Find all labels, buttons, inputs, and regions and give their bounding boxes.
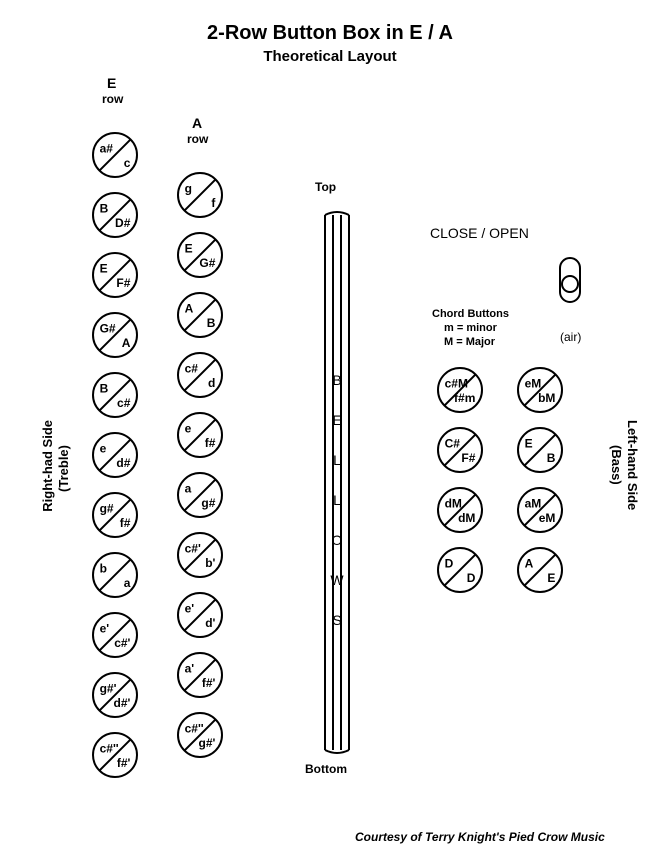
svg-text:g: g — [185, 181, 192, 195]
svg-text:dM: dM — [458, 511, 475, 525]
e-row-button-6: g# f# — [93, 493, 137, 537]
bellows-letter-3: L — [333, 492, 341, 508]
a-row-button-1: E G# — [178, 233, 222, 277]
bellows-letter-0: B — [332, 372, 341, 388]
svg-text:c#': c#' — [114, 636, 130, 650]
a-row-button-7: e' d' — [178, 593, 222, 637]
page: 2-Row Button Box in E / A Theoretical La… — [0, 0, 660, 868]
svg-text:f#': f#' — [202, 676, 216, 690]
svg-text:c#: c# — [117, 396, 131, 410]
svg-text:G#: G# — [100, 321, 116, 335]
a-row-button-9: c#''g#' — [178, 713, 222, 757]
svg-text:b': b' — [205, 556, 215, 570]
chord1-button-2: dMdM — [438, 488, 482, 532]
e-row-button-3: G# A — [93, 313, 137, 357]
bellows — [325, 212, 349, 753]
svg-text:dM: dM — [445, 496, 462, 510]
svg-text:E: E — [185, 241, 193, 255]
svg-text:e': e' — [185, 601, 195, 615]
bellows-letter-5: W — [330, 572, 344, 588]
e-row-button-4: Bc# — [93, 373, 137, 417]
svg-text:e: e — [185, 421, 192, 435]
svg-text:D#: D# — [115, 216, 131, 230]
svg-text:aM: aM — [525, 496, 542, 510]
svg-text:A: A — [185, 301, 194, 315]
svg-text:c#': c#' — [185, 541, 201, 555]
svg-text:g#: g# — [201, 496, 215, 510]
diagram-svg: a#cBD#EF#G#ABc#ed#g#f#bae'c#'g#'d#'c#''f… — [0, 0, 660, 868]
svg-text:g#': g#' — [100, 681, 117, 695]
svg-text:B: B — [207, 316, 216, 330]
a-row-button-8: a' f#' — [178, 653, 222, 697]
svg-text:A: A — [525, 556, 534, 570]
svg-text:f#: f# — [205, 436, 216, 450]
e-row-button-2: E F# — [93, 253, 137, 297]
svg-text:G#: G# — [199, 256, 215, 270]
svg-text:E: E — [525, 436, 533, 450]
e-row-button-5: e d# — [93, 433, 137, 477]
svg-text:B: B — [100, 381, 109, 395]
bellows-letter-4: O — [332, 532, 343, 548]
chord2-button-0: eMbM — [518, 368, 562, 412]
svg-text:a#: a# — [100, 141, 114, 155]
svg-text:E: E — [100, 261, 108, 275]
a-row-button-5: a g# — [178, 473, 222, 517]
svg-text:B: B — [547, 451, 556, 465]
svg-text:D: D — [467, 571, 476, 585]
e-row-button-10: c#''f#' — [93, 733, 137, 777]
svg-text:F#: F# — [116, 276, 130, 290]
bellows-letter-2: L — [333, 452, 341, 468]
svg-text:e: e — [100, 441, 107, 455]
air-button — [560, 258, 580, 302]
svg-text:bM: bM — [538, 391, 555, 405]
e-row-button-9: g#'d#' — [93, 673, 137, 717]
svg-text:a: a — [185, 481, 192, 495]
svg-text:eM: eM — [539, 511, 556, 525]
svg-text:A: A — [122, 336, 131, 350]
svg-text:c#'': c#'' — [185, 721, 204, 735]
chord1-button-0: c#Mf#m — [438, 368, 482, 412]
chord2-button-3: AE — [518, 548, 562, 592]
a-row-button-0: gf — [178, 173, 222, 217]
bellows-letter-6: S — [332, 612, 341, 628]
chord2-button-1: EB — [518, 428, 562, 472]
svg-text:f#m: f#m — [454, 391, 475, 405]
svg-text:a': a' — [185, 661, 195, 675]
a-row-button-3: c# d — [178, 353, 222, 397]
svg-text:c#'': c#'' — [100, 741, 119, 755]
svg-text:f#: f# — [120, 516, 131, 530]
a-row-button-2: AB — [178, 293, 222, 337]
a-row-button-6: c#' b' — [178, 533, 222, 577]
e-row-button-1: B D# — [93, 193, 137, 237]
svg-text:f#': f#' — [117, 756, 131, 770]
svg-text:eM: eM — [525, 376, 542, 390]
svg-text:a: a — [124, 576, 131, 590]
svg-text:c: c — [124, 156, 131, 170]
bellows-letter-1: E — [332, 412, 341, 428]
svg-text:F#: F# — [461, 451, 475, 465]
e-row-button-0: a# c — [93, 133, 137, 177]
chord1-button-3: DD — [438, 548, 482, 592]
svg-text:E: E — [547, 571, 555, 585]
svg-text:g#: g# — [100, 501, 114, 515]
a-row-button-4: e f# — [178, 413, 222, 457]
svg-text:b: b — [100, 561, 107, 575]
svg-text:c#: c# — [185, 361, 199, 375]
svg-text:g#': g#' — [199, 736, 216, 750]
svg-text:c#M: c#M — [445, 376, 468, 390]
svg-text:e': e' — [100, 621, 110, 635]
e-row-button-7: ba — [93, 553, 137, 597]
svg-text:d: d — [208, 376, 215, 390]
e-row-button-8: e' c#' — [93, 613, 137, 657]
svg-text:d#: d# — [116, 456, 130, 470]
svg-text:C#: C# — [445, 436, 461, 450]
chord2-button-2: aMeM — [518, 488, 562, 532]
chord1-button-1: C#F# — [438, 428, 482, 472]
svg-text:d#': d#' — [114, 696, 131, 710]
svg-text:D: D — [445, 556, 454, 570]
svg-text:B: B — [100, 201, 109, 215]
svg-text:d': d' — [205, 616, 215, 630]
